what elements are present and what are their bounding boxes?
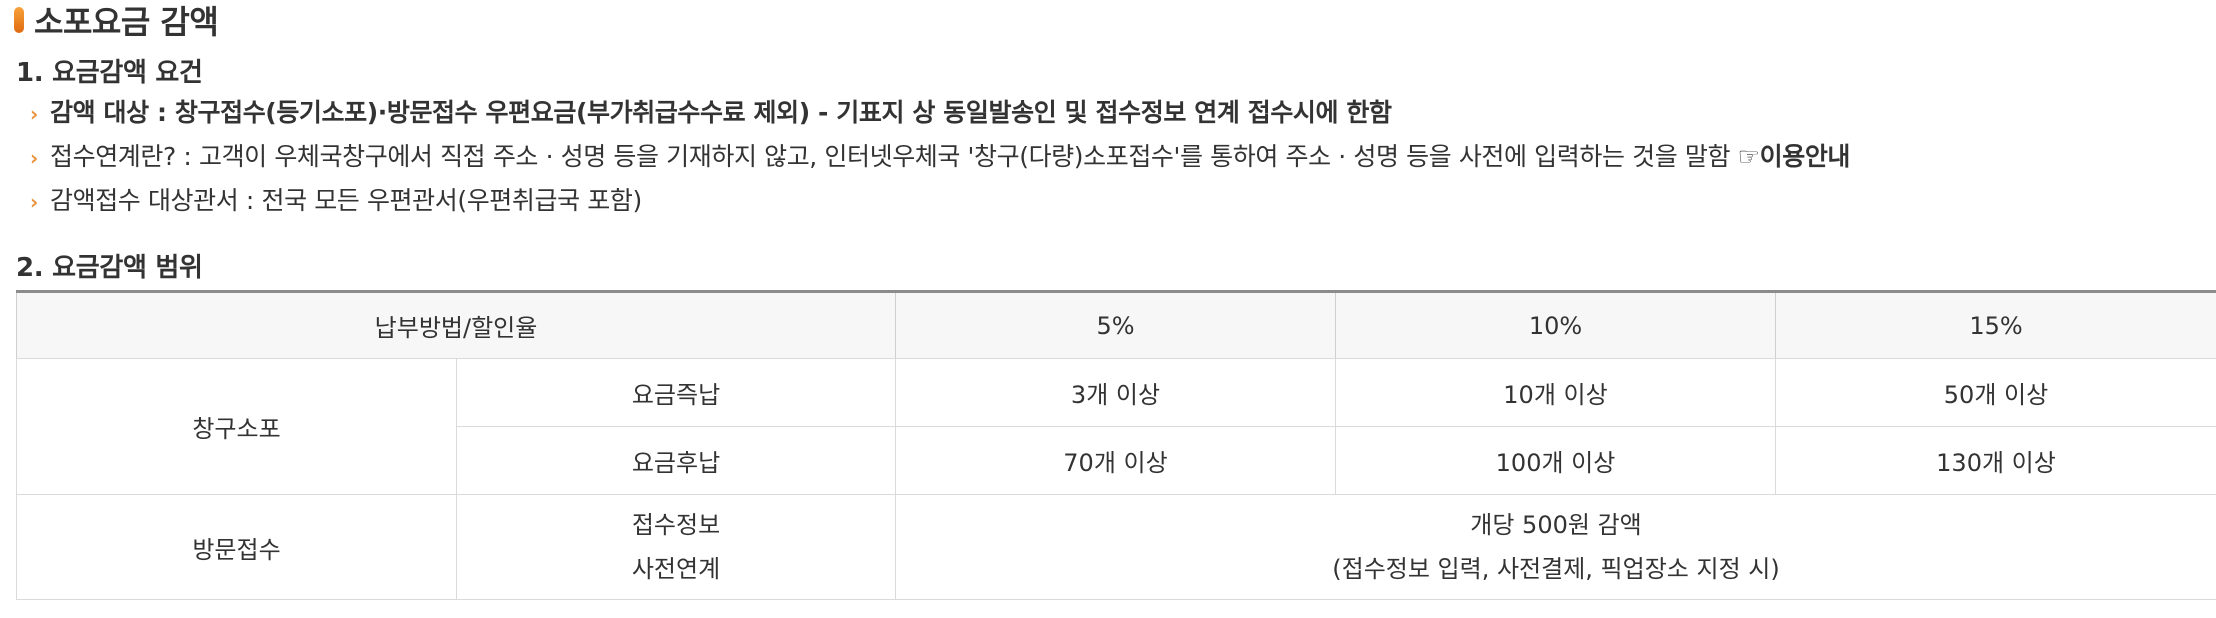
bullet-arrow-icon: › [30,146,38,170]
section2-heading: 2. 요금감액 범위 [16,253,203,283]
fee-discount-table: 납부방법/할인율 5% 10% 15% 창구소포 요금즉납 3개 이상 10개 … [16,290,2216,600]
bullet-arrow-icon: › [30,102,38,126]
method-cell: 요금즉납 [456,358,896,427]
method-line: 사전연계 [631,555,721,583]
bullet-arrow-icon: › [30,190,38,214]
list-item: › 감액 대상 : 창구접수(등기소포)·방문접수 우편요금(부가취급수수료 제… [28,96,1850,140]
method-line: 접수정보 [631,511,721,539]
value-cell: 100개 이상 [1335,426,1776,495]
section1-heading: 1. 요금감액 요건 [16,58,203,88]
value-cell: 10개 이상 [1335,358,1776,427]
table-header-row: 납부방법/할인율 5% 10% 15% [16,290,2216,359]
bullet-text: 접수연계란? : 고객이 우체국창구에서 직접 주소 · 성명 등을 기재하지 … [50,142,1731,171]
page-title-row: 소포요금 감액 [14,0,219,41]
requirements-list: › 감액 대상 : 창구접수(등기소포)·방문접수 우편요금(부가취급수수료 제… [28,96,1850,228]
row-group-label: 창구소포 [16,358,457,495]
value-cell: 3개 이상 [895,358,1336,427]
row-group-label: 방문접수 [16,494,457,600]
value-line: (접수정보 입력, 사전결제, 픽업장소 지정 시) [1332,555,1780,583]
list-item: › 접수연계란? : 고객이 우체국창구에서 직접 주소 · 성명 등을 기재하… [28,140,1850,184]
bullet-text: 감액접수 대상관서 : 전국 모든 우편관서(우편취급국 포함) [50,186,642,215]
method-cell: 요금후납 [456,426,896,495]
value-cell: 50개 이상 [1775,358,2216,427]
value-cell: 70개 이상 [895,426,1336,495]
value-cell: 개당 500원 감액 (접수정보 입력, 사전결제, 픽업장소 지정 시) [895,494,2216,600]
method-cell: 접수정보 사전연계 [456,494,896,600]
header-cell: 납부방법/할인율 [16,290,896,359]
header-cell: 5% [895,290,1336,359]
value-cell: 130개 이상 [1775,426,2216,495]
title-marker-icon [14,7,24,33]
usage-guide-link[interactable]: ☞이용안내 [1737,142,1851,171]
table-row: 방문접수 접수정보 사전연계 개당 500원 감액 (접수정보 입력, 사전결제… [16,494,2216,600]
list-item: › 감액접수 대상관서 : 전국 모든 우편관서(우편취급국 포함) [28,184,1850,228]
bullet-text: 감액 대상 : 창구접수(등기소포)·방문접수 우편요금(부가취급수수료 제외)… [50,98,1392,127]
page-title: 소포요금 감액 [34,3,219,41]
table-row: 창구소포 요금즉납 3개 이상 10개 이상 50개 이상 [16,358,2216,495]
header-cell: 10% [1335,290,1776,359]
value-line: 개당 500원 감액 [1470,511,1642,539]
header-cell: 15% [1775,290,2216,359]
